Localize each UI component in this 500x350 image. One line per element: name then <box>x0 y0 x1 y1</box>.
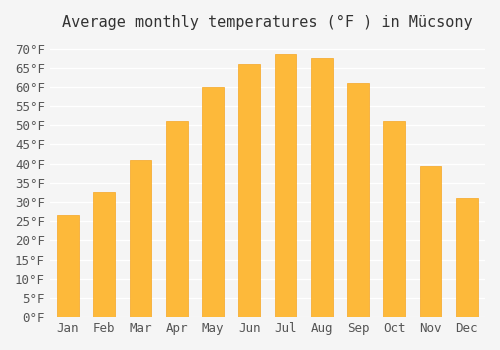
Bar <box>57 216 79 317</box>
Bar <box>311 58 332 317</box>
Bar <box>347 83 369 317</box>
Bar <box>420 166 442 317</box>
Bar <box>238 64 260 317</box>
Bar <box>94 193 115 317</box>
Bar <box>274 54 296 317</box>
Bar <box>130 160 152 317</box>
Bar <box>202 87 224 317</box>
Title: Average monthly temperatures (°F ) in Mücsony: Average monthly temperatures (°F ) in Mü… <box>62 15 472 30</box>
Bar <box>166 121 188 317</box>
Bar <box>384 121 405 317</box>
Bar <box>456 198 477 317</box>
